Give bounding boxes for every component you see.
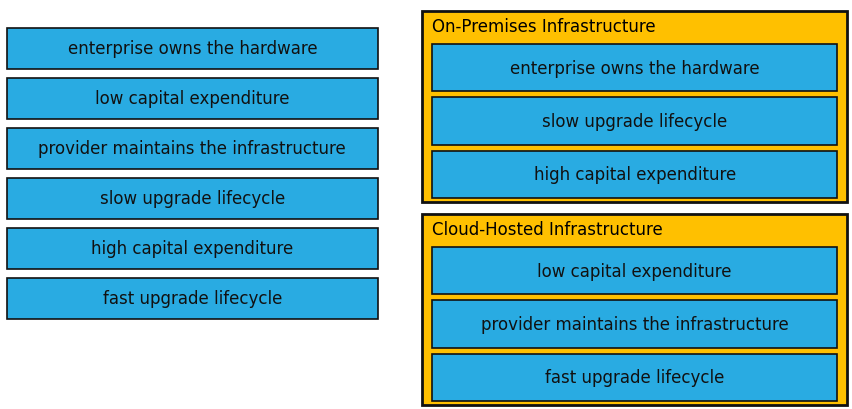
Text: slow upgrade lifecycle: slow upgrade lifecycle bbox=[100, 190, 285, 208]
Text: high capital expenditure: high capital expenditure bbox=[91, 240, 293, 258]
FancyBboxPatch shape bbox=[7, 178, 377, 219]
Text: enterprise owns the hardware: enterprise owns the hardware bbox=[509, 60, 758, 77]
Text: On-Premises Infrastructure: On-Premises Infrastructure bbox=[432, 18, 655, 36]
FancyBboxPatch shape bbox=[7, 128, 377, 169]
FancyBboxPatch shape bbox=[432, 247, 836, 294]
Text: slow upgrade lifecycle: slow upgrade lifecycle bbox=[541, 113, 727, 130]
FancyBboxPatch shape bbox=[432, 151, 836, 198]
Text: enterprise owns the hardware: enterprise owns the hardware bbox=[67, 40, 317, 58]
FancyBboxPatch shape bbox=[7, 79, 377, 119]
Text: high capital expenditure: high capital expenditure bbox=[532, 166, 735, 184]
FancyBboxPatch shape bbox=[432, 301, 836, 348]
FancyBboxPatch shape bbox=[422, 215, 846, 405]
FancyBboxPatch shape bbox=[7, 278, 377, 319]
Text: low capital expenditure: low capital expenditure bbox=[537, 262, 731, 280]
Text: provider maintains the infrastructure: provider maintains the infrastructure bbox=[38, 140, 346, 158]
FancyBboxPatch shape bbox=[7, 228, 377, 269]
Text: low capital expenditure: low capital expenditure bbox=[95, 90, 290, 108]
Text: fast upgrade lifecycle: fast upgrade lifecycle bbox=[102, 290, 282, 308]
FancyBboxPatch shape bbox=[422, 12, 846, 202]
FancyBboxPatch shape bbox=[432, 98, 836, 145]
FancyBboxPatch shape bbox=[7, 29, 377, 70]
FancyBboxPatch shape bbox=[432, 354, 836, 401]
Text: provider maintains the infrastructure: provider maintains the infrastructure bbox=[481, 315, 787, 333]
FancyBboxPatch shape bbox=[432, 45, 836, 92]
Text: fast upgrade lifecycle: fast upgrade lifecycle bbox=[544, 369, 723, 386]
Text: Cloud-Hosted Infrastructure: Cloud-Hosted Infrastructure bbox=[432, 220, 663, 238]
